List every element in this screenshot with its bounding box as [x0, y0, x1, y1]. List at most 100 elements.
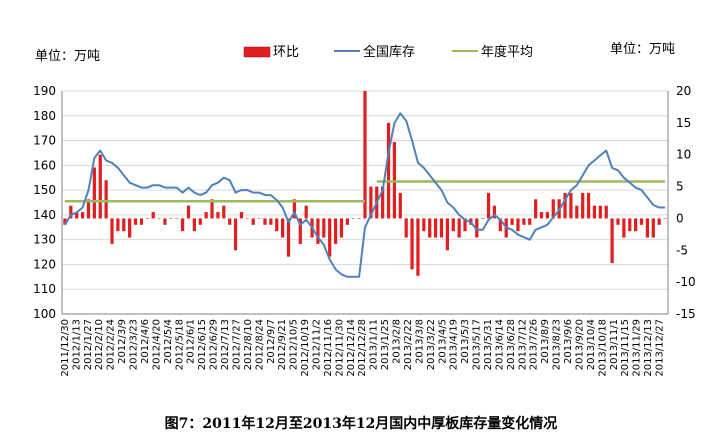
right-tick-label: 0 [676, 211, 684, 225]
right-tick-label: 10 [676, 148, 691, 162]
mom-bar [139, 218, 144, 225]
mom-bar [186, 205, 191, 219]
mom-bar [116, 218, 120, 232]
mom-bar [257, 218, 261, 219]
mom-bar [163, 218, 167, 225]
left-tick-label: 120 [33, 257, 56, 271]
legend: 环比 全国库存 年度平均 [243, 44, 533, 60]
x-tick-label: 2013/6/14 [494, 319, 505, 370]
x-tick-label: 2013/5/31 [483, 319, 494, 370]
mom-bar [110, 218, 114, 244]
mom-bar [651, 218, 655, 238]
mom-bar [645, 218, 650, 238]
mom-bar [433, 218, 438, 238]
x-tick-label: 2012/11/16 [323, 319, 334, 377]
mom-bar [357, 218, 361, 219]
left-tick-label: 170 [33, 134, 56, 148]
x-tick-label: 2012/1/13 [71, 319, 82, 370]
mom-bar [575, 205, 579, 219]
x-tick-label: 2013/11/15 [620, 319, 631, 377]
mom-bar [457, 218, 461, 238]
x-tick-label: 2013/11/1 [609, 319, 620, 370]
left-tick-label: 190 [33, 84, 56, 98]
mom-bar [263, 218, 267, 225]
mom-bar [563, 192, 567, 219]
left-unit-label: 单位：万吨 [35, 49, 100, 64]
x-tick-label: 2012/2/24 [106, 319, 117, 370]
mom-bar [381, 186, 385, 219]
mom-bar [345, 218, 349, 225]
mom-bar [481, 218, 485, 219]
mom-bar [404, 218, 408, 238]
legend-bar-swatch [243, 46, 271, 58]
mom-bar [528, 218, 532, 225]
mom-bar [410, 218, 414, 270]
x-tick-label: 2012/3/9 [117, 319, 128, 364]
mom-bar [198, 218, 202, 225]
x-tick-label: 2012/6/29 [209, 319, 220, 370]
inventory-line [64, 112, 666, 278]
x-tick-label: 2012/1/27 [83, 319, 94, 370]
mom-bar [322, 218, 326, 238]
x-tick-label: 2013/5/17 [472, 319, 483, 370]
mom-bar [122, 218, 126, 232]
left-axis-labels: 100 110 120 130 140 150 160 170 180 190 [33, 84, 56, 321]
x-tick-label: 2012/2/10 [94, 319, 105, 370]
left-tick-label: 150 [33, 183, 56, 197]
mom-bar [539, 212, 544, 219]
mom-bar [169, 218, 173, 219]
x-tick-label: 2012/9/21 [277, 319, 288, 370]
left-tick-label: 160 [33, 158, 56, 172]
mom-bar [145, 218, 149, 219]
mom-bar [245, 218, 249, 219]
x-tick-label: 2012/7/13 [220, 319, 231, 370]
mom-bar [586, 192, 591, 219]
right-tick-label: -15 [676, 307, 696, 321]
mom-bar [86, 199, 91, 219]
inventory-series-line [64, 112, 666, 278]
mom-bar [510, 218, 514, 225]
mom-bar [451, 218, 455, 232]
mom-bar [551, 199, 555, 219]
mom-bar [592, 205, 597, 219]
mom-bar [128, 218, 132, 238]
annual-average-lines [64, 180, 666, 203]
mom-bar [316, 218, 320, 244]
x-tick-label: 2012/6/1 [186, 319, 197, 364]
x-tick-label: 2012/9/7 [266, 319, 277, 364]
x-tick-label: 2012/5/4 [163, 319, 174, 364]
mom-bar [69, 205, 73, 219]
x-axis-labels: 2011/12/30 2012/1/13 2012/1/27 2012/2/10 201… [60, 319, 666, 377]
mom-bar [463, 218, 467, 232]
mom-bar [228, 218, 232, 225]
mom-bar [104, 180, 108, 219]
mom-bar [398, 192, 402, 219]
mom-bar [180, 218, 185, 232]
mom-bar [192, 218, 196, 232]
x-tick-label: 2012/10/5 [289, 319, 300, 370]
mom-bar [222, 205, 226, 219]
x-tick-label: 2012/4/20 [151, 319, 162, 370]
mom-bar [639, 218, 644, 225]
mom-bar [610, 218, 614, 264]
mom-bar [598, 205, 602, 219]
right-tick-label: -10 [676, 275, 696, 289]
right-tick-label: 5 [676, 180, 684, 194]
x-tick-label: 2013/8/23 [552, 319, 563, 370]
mom-bar [628, 218, 632, 232]
mom-bar [157, 218, 161, 219]
mom-bar [581, 192, 585, 219]
left-tick-label: 110 [33, 282, 56, 296]
mom-bar [292, 199, 297, 219]
mom-bar [298, 218, 302, 244]
axes [61, 91, 669, 315]
left-tick-label: 180 [33, 109, 56, 123]
x-tick-label: 2012/6/15 [197, 319, 208, 370]
mom-bar [133, 218, 138, 225]
mom-bar [63, 218, 67, 225]
x-tick-label: 2012/11/2 [311, 319, 322, 370]
mom-bar [351, 218, 355, 219]
right-axis-labels: -15 -10 -5 0 5 10 15 20 [676, 84, 696, 321]
left-tick-label: 130 [33, 233, 56, 247]
mom-bar [233, 218, 238, 251]
